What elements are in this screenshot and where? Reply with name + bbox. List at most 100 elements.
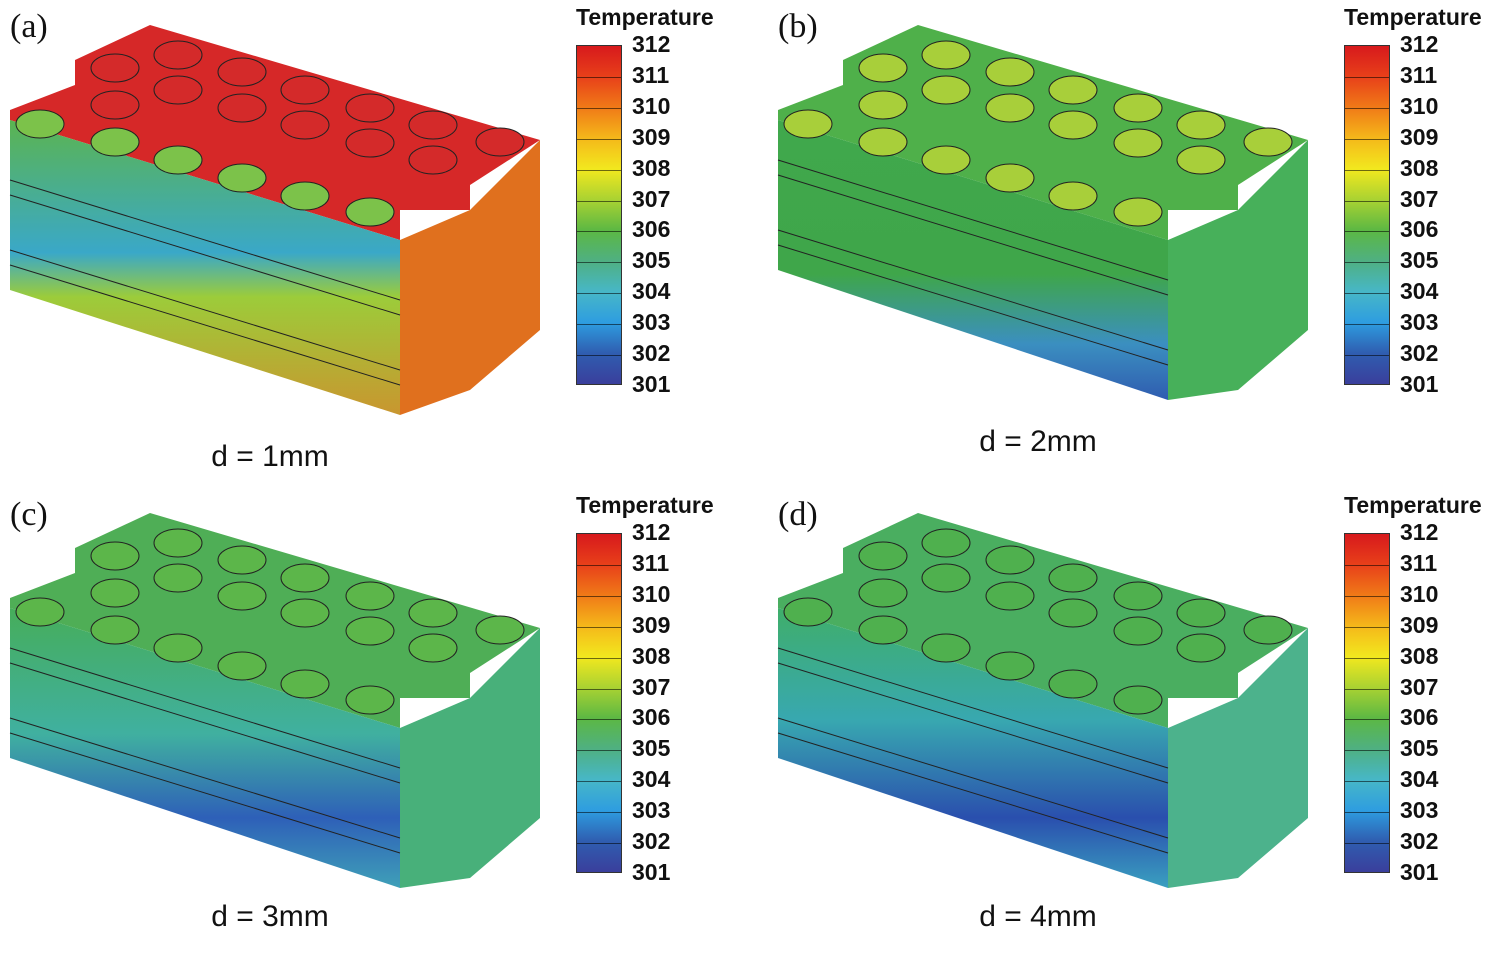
- colorbar-tick-label: 306: [632, 704, 671, 731]
- colorbar-tick-label: 303: [1400, 309, 1439, 336]
- colorbar-tick-label: 310: [632, 92, 671, 119]
- colorbar-division: [577, 76, 621, 78]
- colorbar-division: [577, 200, 621, 202]
- panel-c: (c) d = 3mm Temperature 312 311 310 309 308 3…: [0, 488, 752, 958]
- colorbar-tick-label: 305: [1400, 735, 1439, 762]
- colorbar-tick-label: 307: [1400, 185, 1439, 212]
- colorbar-division: [577, 719, 621, 721]
- colorbar: [576, 533, 622, 873]
- colorbar-tick-label: 302: [632, 340, 671, 367]
- panel-caption: d = 2mm: [979, 425, 1097, 458]
- colorbar-tick-label: 301: [632, 371, 671, 397]
- colorbar-tick-label: 306: [1400, 704, 1439, 731]
- colorbar-tick-label: 310: [1400, 580, 1439, 607]
- panel-caption: d = 3mm: [211, 900, 329, 933]
- colorbar-tick-label: 309: [632, 611, 671, 638]
- battery-module-b: [777, 25, 1308, 400]
- colorbar-tick-label: 310: [632, 580, 671, 607]
- colorbar-tick-label: 309: [1400, 123, 1439, 150]
- colorbar-tick-label: 312: [632, 31, 671, 57]
- colorbar-tick-label: 301: [1400, 859, 1439, 885]
- panel-caption: d = 4mm: [979, 900, 1097, 933]
- colorbar-tick-label: 305: [1400, 247, 1439, 274]
- colorbar-division: [577, 657, 621, 659]
- colorbar-division: [1345, 626, 1389, 628]
- colorbar-division: [1345, 688, 1389, 690]
- battery-module-a: [9, 25, 540, 415]
- colorbar-tick-label: 303: [632, 797, 671, 824]
- colorbar-division: [577, 781, 621, 783]
- colorbar-division: [1345, 355, 1389, 357]
- colorbar-tick-label: 308: [632, 154, 671, 181]
- panel-a: (a) d = 1mm Temperature 312 311 310 309 308 3…: [0, 0, 752, 473]
- colorbar: [1344, 533, 1390, 873]
- colorbar-tick-label: 307: [632, 185, 671, 212]
- colorbar-division: [1345, 231, 1389, 233]
- colorbar-tick-label: 304: [1400, 278, 1439, 305]
- colorbar-tick-label: 311: [1400, 549, 1438, 576]
- colorbar-division: [577, 138, 621, 140]
- colorbar-division: [1345, 107, 1389, 109]
- colorbar-tick-label: 302: [1400, 340, 1439, 367]
- colorbar-tick-label: 312: [1400, 519, 1439, 545]
- colorbar-division: [577, 750, 621, 752]
- colorbar-tick-label: 307: [632, 673, 671, 700]
- panel-d: (d) d = 4mm Temperature 312 311 310 309 308 3…: [768, 488, 1504, 958]
- colorbar-tick-label: 309: [632, 123, 671, 150]
- colorbar-division: [1345, 169, 1389, 171]
- colorbar-division: [577, 355, 621, 357]
- colorbar-division: [1345, 719, 1389, 721]
- colorbar-tick-label: 311: [1400, 61, 1438, 88]
- colorbar-division: [1345, 324, 1389, 326]
- colorbar-division: [577, 169, 621, 171]
- front-face: [10, 120, 400, 415]
- colorbar-division: [1345, 200, 1389, 202]
- battery-module-d: [777, 513, 1308, 888]
- colorbar-tick-label: 308: [632, 642, 671, 669]
- colorbar-title: Temperature: [576, 492, 714, 518]
- battery-module-c: [9, 513, 540, 888]
- colorbar-division: [1345, 564, 1389, 566]
- cell-circles: [90, 40, 525, 175]
- colorbar-division: [577, 564, 621, 566]
- colorbar-division: [1345, 843, 1389, 845]
- panel-caption: d = 1mm: [211, 440, 329, 473]
- colorbar: [576, 45, 622, 385]
- colorbar-tick-label: 303: [1400, 797, 1439, 824]
- colorbar-division: [1345, 262, 1389, 264]
- colorbar-tick-label: 306: [632, 216, 671, 243]
- colorbar-tick-label: 301: [632, 859, 671, 885]
- colorbar-division: [1345, 750, 1389, 752]
- colorbar-tick-label: 304: [1400, 766, 1439, 793]
- colorbar-division: [1345, 781, 1389, 783]
- colorbar-title: Temperature: [1344, 492, 1482, 518]
- colorbar-tick-label: 305: [632, 247, 671, 274]
- colorbar-tick-label: 309: [1400, 611, 1439, 638]
- colorbar-tick-label: 302: [632, 828, 671, 855]
- panel-label: (c): [10, 496, 48, 533]
- top-face: [10, 25, 540, 240]
- colorbar: [1344, 45, 1390, 385]
- colorbar-division: [577, 324, 621, 326]
- colorbar-tick-label: 301: [1400, 371, 1439, 397]
- colorbar-tick-label: 312: [1400, 31, 1439, 57]
- colorbar-tick-label: 308: [1400, 154, 1439, 181]
- colorbar-tick-label: 308: [1400, 642, 1439, 669]
- colorbar-tick-label: 307: [1400, 673, 1439, 700]
- colorbar-division: [577, 262, 621, 264]
- colorbar-tick-label: 303: [632, 309, 671, 336]
- colorbar-tick-label: 311: [632, 61, 670, 88]
- colorbar-division: [1345, 812, 1389, 814]
- colorbar-division: [577, 107, 621, 109]
- colorbar-division: [577, 595, 621, 597]
- colorbar-division: [1345, 293, 1389, 295]
- colorbar-division: [1345, 138, 1389, 140]
- colorbar-title: Temperature: [576, 4, 714, 30]
- side-face: [400, 140, 540, 415]
- colorbar-tick-label: 305: [632, 735, 671, 762]
- colorbar-division: [577, 293, 621, 295]
- colorbar-division: [577, 688, 621, 690]
- colorbar-tick-label: 312: [632, 519, 671, 545]
- colorbar-division: [577, 812, 621, 814]
- panel-label: (d): [778, 496, 818, 533]
